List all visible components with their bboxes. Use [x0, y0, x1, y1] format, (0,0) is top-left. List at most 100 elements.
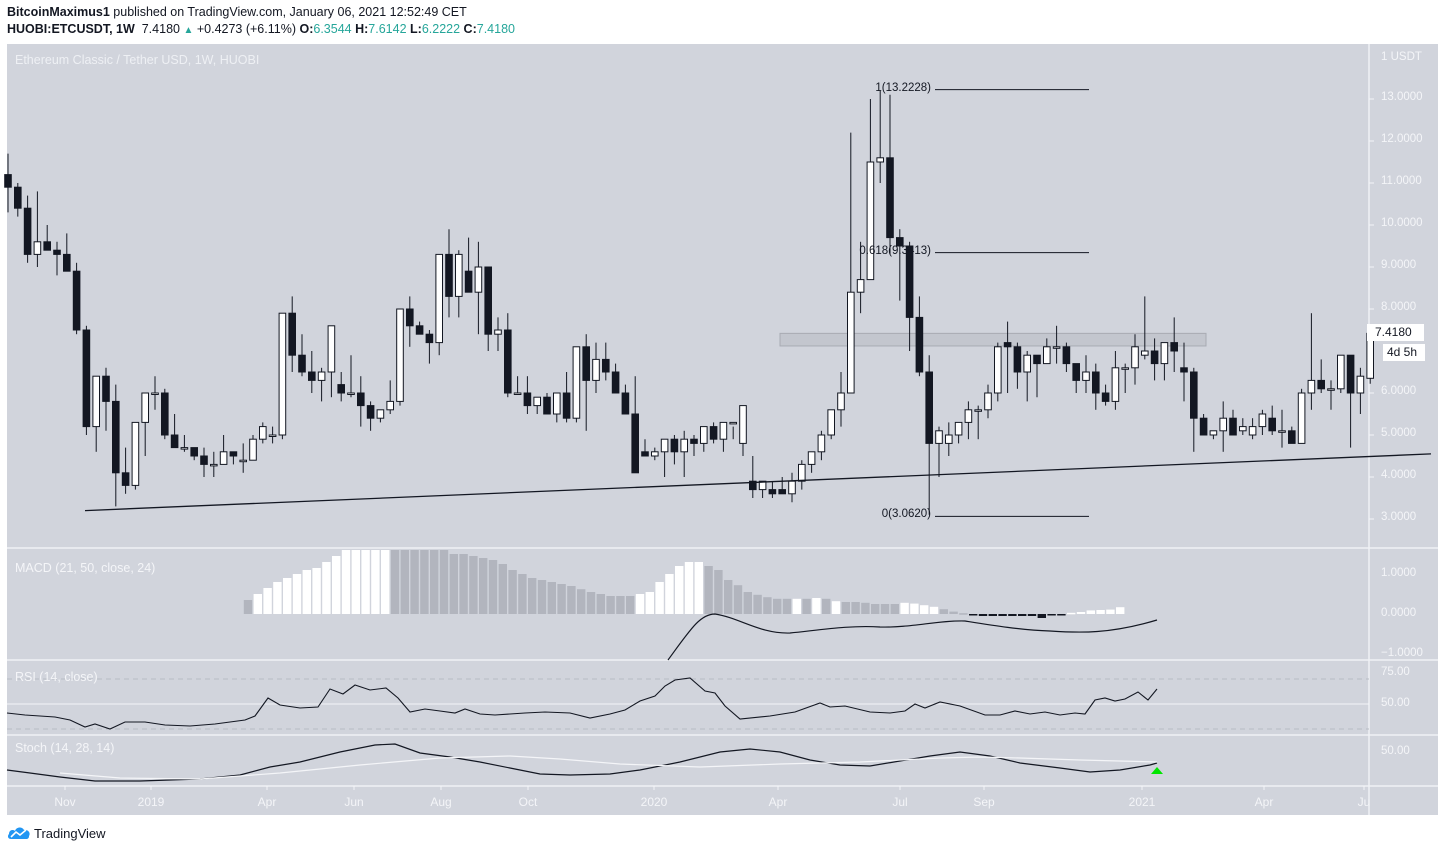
macd-histogram-bar: [332, 556, 341, 614]
macd-histogram-bar: [371, 550, 380, 614]
macd-histogram-bar: [586, 592, 596, 614]
candle-body: [670, 438, 679, 453]
candle-body: [200, 455, 208, 465]
candle-body: [308, 371, 316, 381]
macd-histogram-bar: [283, 578, 292, 614]
candle-body: [651, 451, 659, 457]
publish-text: published on TradingView.com, January 06…: [109, 5, 467, 19]
time-tick-label: 2019: [137, 795, 165, 809]
macd-histogram-bar: [488, 560, 498, 614]
macd-histogram-bar: [910, 603, 919, 614]
macd-histogram-bar: [420, 550, 429, 614]
candle-body: [778, 489, 787, 495]
candle-body: [807, 451, 816, 465]
candle-body: [141, 392, 149, 423]
macd-histogram-bar: [498, 564, 507, 614]
candle-body: [1199, 417, 1208, 436]
time-tick-label: Apr: [768, 795, 788, 809]
candle-body: [1288, 430, 1296, 444]
candle-body: [945, 434, 953, 444]
time-tick-label: Oct: [518, 795, 538, 809]
candle-body: [112, 400, 120, 474]
candle-body: [1141, 350, 1149, 356]
macd-histogram-bar: [537, 580, 547, 614]
price-change: +0.4273 (+6.11%): [196, 22, 296, 36]
candle-body: [435, 253, 443, 344]
candle-body: [494, 329, 502, 335]
author-name[interactable]: BitcoinMaximus1: [7, 5, 110, 19]
candle-body: [347, 392, 355, 395]
price-tick-label: 9.0000: [1381, 259, 1417, 271]
price-tick-label: 5.0000: [1381, 427, 1417, 439]
price-tick-label: 8.0000: [1381, 301, 1417, 313]
macd-tick-label: 1.0000: [1381, 567, 1417, 579]
candle-body: [1043, 346, 1051, 365]
macd-histogram-bar: [528, 578, 537, 614]
candle-body: [896, 237, 904, 247]
candle-body: [190, 447, 198, 457]
tradingview-logo[interactable]: TradingView: [7, 825, 106, 841]
macd-title: MACD (21, 50, close, 24): [15, 561, 156, 575]
candle-body: [1033, 354, 1041, 365]
macd-histogram-bar: [1076, 612, 1086, 614]
candle-body: [1072, 363, 1081, 381]
macd-histogram-bar: [969, 614, 978, 616]
candle-body: [288, 312, 296, 356]
high-label: H:: [355, 22, 369, 36]
candle-body: [729, 421, 738, 425]
candle-body: [1229, 417, 1237, 436]
candle-body: [915, 316, 924, 373]
candle-body: [1052, 346, 1061, 349]
price-tick-label: 4.0000: [1381, 469, 1417, 481]
candle-body: [1209, 430, 1218, 436]
bar-countdown-tag: 4d 5h: [1383, 344, 1425, 361]
candle-body: [1101, 392, 1110, 402]
candle-body: [758, 480, 767, 491]
price-tick-label: 12.0000: [1381, 133, 1423, 145]
last-price: 7.4180: [141, 22, 180, 36]
current-price-tag: 7.4180: [1367, 324, 1424, 341]
candle-body: [92, 375, 101, 428]
macd-histogram-bar: [743, 592, 752, 614]
candle-body: [954, 421, 963, 436]
candle-body: [641, 451, 649, 457]
candle-body: [1131, 346, 1139, 369]
macd-histogram-bar: [292, 574, 302, 614]
macd-histogram-bar: [341, 550, 351, 614]
macd-histogram-bar: [606, 596, 615, 614]
candle-body: [1082, 371, 1090, 381]
candle-body: [425, 333, 434, 344]
macd-histogram-bar: [616, 596, 625, 614]
fib-level-label: 0(3.0620): [881, 508, 931, 521]
candle-body: [161, 392, 169, 436]
macd-histogram-bar: [459, 554, 468, 614]
macd-histogram-bar: [400, 550, 409, 614]
candle-body: [14, 186, 22, 209]
time-tick-label: Nov: [54, 795, 76, 809]
macd-histogram-bar: [782, 598, 792, 614]
support-trendline: [84, 453, 1432, 512]
macd-histogram-bar: [361, 550, 370, 614]
candle-body: [1150, 350, 1159, 365]
candle-body: [847, 291, 855, 394]
stoch-d-line: [59, 755, 1158, 780]
symbol-label: HUOBI:ETCUSDT, 1W: [7, 22, 135, 36]
macd-histogram-bar: [792, 598, 801, 614]
time-tick-label: Apr: [1254, 795, 1274, 809]
candle-body: [562, 392, 571, 419]
resistance-zone: [779, 332, 1207, 347]
candle-body: [827, 409, 836, 436]
stoch-signal-arrow-icon: [1151, 767, 1163, 774]
candle-body: [739, 405, 747, 444]
candle-body: [170, 434, 179, 449]
candle-body: [1121, 367, 1130, 370]
candle-body: [1170, 342, 1179, 352]
macd-tick-label: −1.0000: [1381, 647, 1423, 659]
macd-histogram-bar: [851, 602, 860, 614]
candle-body: [53, 249, 61, 255]
price-tick-label: 10.0000: [1381, 217, 1423, 229]
candle-body: [1023, 354, 1032, 373]
brand-name: TradingView: [34, 825, 106, 841]
candle-body: [837, 392, 845, 411]
